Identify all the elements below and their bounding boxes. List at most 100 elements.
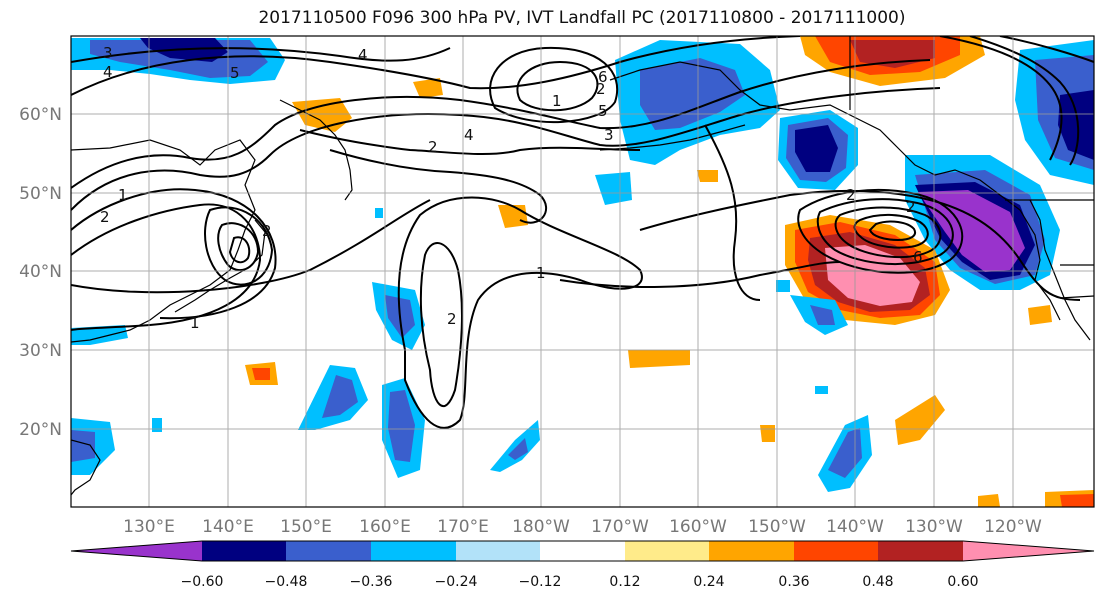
shade-b5m — [828, 428, 862, 478]
colorbar-outline — [70, 540, 1095, 562]
colorbar-swatch — [709, 541, 794, 561]
shade-b2m — [322, 375, 358, 418]
lat-label: 40°N — [19, 262, 62, 282]
shade-blob-a-dark — [795, 125, 838, 172]
lon-label: 150°W — [748, 517, 806, 537]
shade-p2 — [413, 78, 443, 98]
colorbar-swatch — [71, 541, 202, 561]
lat-label: 20°N — [19, 420, 62, 440]
shade-p8 — [760, 425, 775, 442]
contour-label: 3 — [604, 126, 614, 144]
shade-b4 — [490, 420, 540, 472]
colorbar-ticks: −0.60 −0.48 −0.36 −0.24 −0.12 0.12 0.24 … — [181, 574, 979, 590]
lon-label: 170°E — [437, 517, 489, 537]
colorbar-swatch — [286, 541, 371, 561]
contour-label: 6 — [598, 68, 608, 86]
shade-p9 — [1028, 305, 1052, 325]
contour-north-b — [489, 46, 619, 124]
colorbar — [70, 540, 1095, 562]
coastlines — [71, 36, 1094, 496]
contour-label: 4 — [103, 63, 113, 81]
colorbar-tick-label: 0.24 — [693, 574, 724, 590]
contour-east-5 — [868, 220, 916, 242]
lon-label: 160°W — [669, 517, 727, 537]
contour-mid-east-1 — [559, 261, 841, 288]
contour-label: 2 — [428, 138, 438, 156]
lon-label: 130°W — [905, 517, 963, 537]
colorbar-tick-label: 0.12 — [609, 574, 640, 590]
contour-nw-ridge — [71, 87, 941, 211]
contour-east-4 — [853, 214, 929, 249]
lon-labels: 130°E 140°E 150°E 160°E 170°E 180°W 170°… — [123, 517, 1042, 537]
coast-japan — [174, 219, 266, 313]
border-4 — [1059, 295, 1094, 299]
lat-label: 50°N — [19, 184, 62, 204]
contour-label: 3 — [103, 44, 113, 62]
contour-low-2 — [419, 242, 463, 407]
colorbar-tick-label: 0.48 — [862, 574, 893, 590]
contour-label: 1 — [118, 186, 128, 204]
contour-label: 1 — [552, 92, 562, 110]
contour-west-low-3 — [204, 206, 274, 286]
colorbar-tick-label: −0.36 — [350, 574, 393, 590]
contour-label: 1 — [536, 264, 546, 282]
colorbar-swatch — [456, 541, 540, 561]
shade-p6r — [252, 368, 270, 380]
shade-nc-small — [595, 172, 632, 205]
shade-b11 — [815, 386, 828, 394]
contour-label: 6 — [913, 248, 923, 266]
colorbar-swatch — [963, 541, 1094, 561]
colorbar-tick-label: 0.36 — [778, 574, 809, 590]
contour-labels: 3 4 5 4 1 2 3 4 5 6 2 1 2 2 1 2 1 6 2 2 — [100, 44, 923, 332]
contour-se-trough — [704, 124, 761, 301]
colorbar-swatch — [202, 541, 286, 561]
colorbar-tick-label: 0.60 — [947, 574, 978, 590]
colorbar-swatch — [625, 541, 709, 561]
shade-p7 — [895, 395, 945, 445]
contour-label: 4 — [464, 126, 474, 144]
lon-label: 140°E — [202, 517, 254, 537]
contour-ne-3 — [999, 36, 1094, 63]
contour-label: 2 — [447, 310, 457, 328]
lon-label: 160°E — [359, 517, 411, 537]
lon-label: 150°E — [280, 517, 332, 537]
lat-label: 60°N — [19, 105, 62, 125]
coast-alaska — [609, 61, 1061, 321]
shade-pos-pink — [825, 245, 920, 306]
shade-b6m — [810, 305, 835, 325]
colorbar-tick-label: −0.12 — [519, 574, 562, 590]
colorbar-tick-label: −0.48 — [265, 574, 308, 590]
contour-label: 4 — [358, 46, 368, 64]
lat-label: 30°N — [19, 341, 62, 361]
lon-label: 170°W — [591, 517, 649, 537]
coast-asia — [71, 139, 256, 343]
colorbar-swatch — [540, 541, 625, 561]
contour-nw-ridge-4 — [71, 47, 451, 63]
lon-label: 140°W — [826, 517, 884, 537]
contour-east-2 — [816, 198, 954, 265]
shade-e-purple — [918, 190, 1025, 272]
contour-center-1 — [299, 129, 641, 156]
shade-p4 — [697, 170, 718, 182]
shade-b10 — [776, 280, 790, 292]
colorbar-swatch — [878, 541, 963, 561]
contour-mid-2 — [71, 199, 431, 294]
lat-labels: 60°N 50°N 40°N 30°N 20°N — [19, 105, 62, 440]
shade-b12 — [375, 208, 383, 218]
contour-label: 2 — [262, 222, 272, 240]
graticule — [71, 36, 1094, 507]
colorbar-swatch — [794, 541, 878, 561]
contour-label: 2 — [846, 186, 856, 204]
contour-east-1 — [797, 189, 964, 274]
shade-p5 — [628, 350, 690, 368]
contour-label: 1 — [190, 314, 200, 332]
contour-west-low-2 — [71, 188, 277, 320]
shade-ne-dark — [1058, 90, 1094, 160]
colorbar-tick-label: −0.60 — [181, 574, 224, 590]
shade-b9 — [152, 418, 162, 432]
lon-label: 120°W — [984, 517, 1042, 537]
shade-p11 — [978, 494, 1000, 507]
lon-label: 180°W — [512, 517, 570, 537]
shade-b3m — [388, 390, 415, 462]
contour-nw-ridge-3 — [71, 36, 801, 96]
